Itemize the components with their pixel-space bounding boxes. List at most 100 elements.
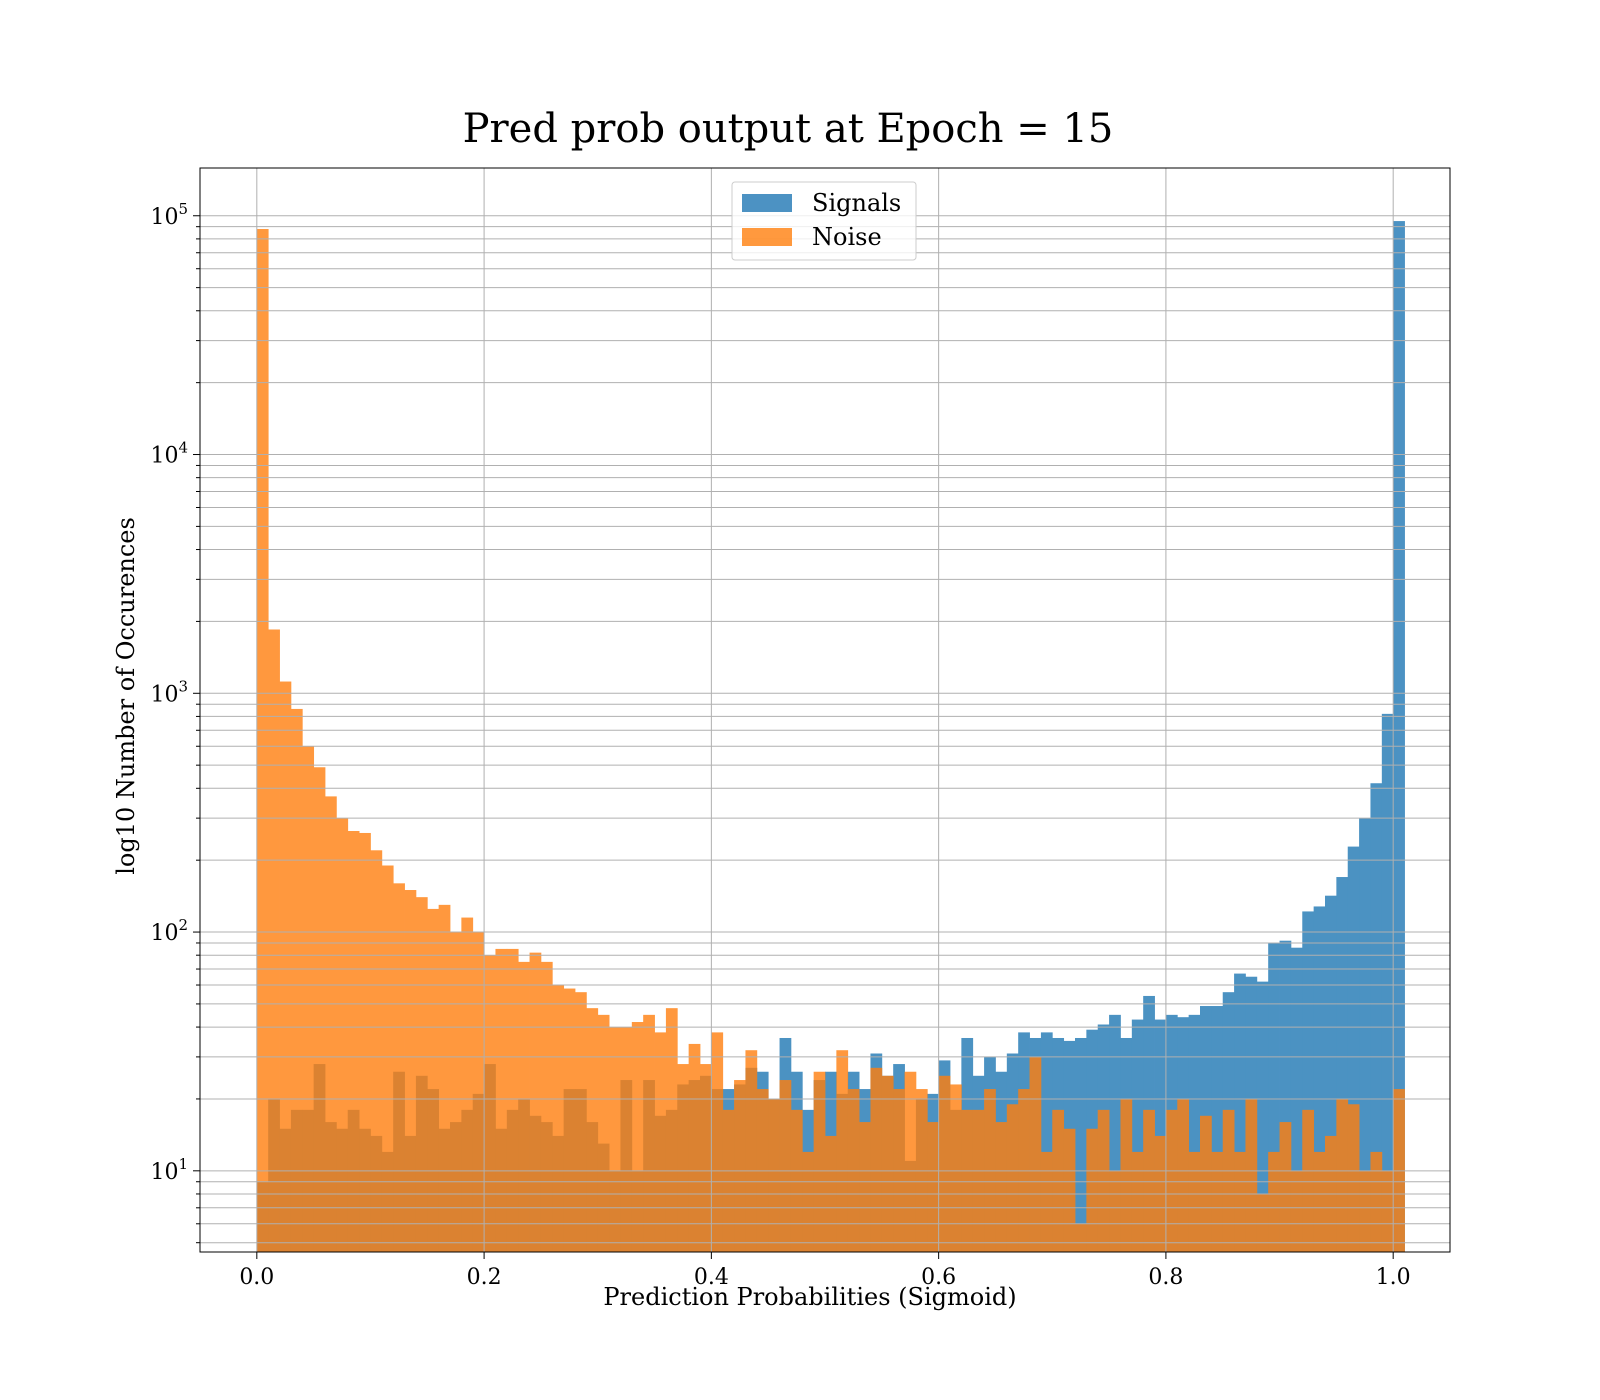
bar-noise-0: [256, 229, 269, 1252]
bar-noise-81: [1177, 1098, 1190, 1252]
bar-noise-83: [1200, 1115, 1212, 1252]
bar-noise-43: [745, 1050, 758, 1252]
bar-noise-58: [915, 1089, 928, 1252]
bar-noise-53: [859, 1122, 871, 1252]
bar-signals-100: [1393, 221, 1405, 1252]
bar-noise-41: [722, 1109, 735, 1252]
bar-noise-48: [802, 1151, 815, 1252]
bar-signals-79: [1154, 1019, 1167, 1252]
bar-noise-10: [370, 850, 383, 1252]
bar-noise-65: [995, 1122, 1008, 1252]
bar-noise-38: [688, 1043, 701, 1252]
bar-noise-49: [813, 1071, 826, 1252]
bar-noise-5: [313, 767, 326, 1252]
bar-noise-60: [938, 1075, 951, 1252]
bar-noise-100: [1393, 1089, 1405, 1252]
bar-signals-89: [1268, 942, 1280, 1252]
bar-noise-4: [302, 746, 315, 1252]
bar-noise-87: [1245, 1098, 1258, 1252]
bar-signals-91: [1290, 947, 1303, 1252]
bar-noise-7: [336, 818, 349, 1252]
bar-noise-61: [950, 1084, 962, 1252]
bar-noise-76: [1120, 1098, 1133, 1252]
bar-noise-45: [768, 1098, 780, 1252]
bar-noise-94: [1325, 1135, 1337, 1252]
bar-signals-90: [1279, 940, 1292, 1252]
bar-signals-95: [1336, 877, 1349, 1252]
bar-signals-86: [1234, 973, 1246, 1252]
bar-noise-90: [1279, 1122, 1292, 1252]
y-tick-label-0: 101: [150, 1155, 188, 1185]
y-tick-label-2: 103: [150, 677, 188, 707]
bar-noise-33: [631, 1022, 644, 1252]
bar-noise-47: [790, 1109, 803, 1252]
bar-noise-32: [620, 1027, 633, 1252]
bar-signals-69: [1040, 1032, 1053, 1252]
bar-noise-68: [1029, 1056, 1042, 1252]
x-tick-label-2: 0.4: [694, 1265, 729, 1290]
bar-noise-85: [1222, 1109, 1235, 1252]
bar-noise-80: [1165, 1109, 1178, 1252]
bar-noise-16: [438, 904, 451, 1252]
bar-noise-25: [540, 961, 553, 1252]
bar-noise-27: [563, 988, 576, 1252]
bar-noise-35: [654, 1032, 667, 1252]
bar-signals-88: [1256, 981, 1269, 1252]
y-tick-label-1: 102: [150, 916, 188, 946]
bar-signals-72: [1075, 1037, 1087, 1252]
bar-noise-95: [1336, 1098, 1349, 1252]
bar-noise-37: [677, 1064, 690, 1252]
plot-frame: [199, 167, 1451, 1253]
bar-noise-31: [609, 1027, 621, 1252]
bar-noise-46: [779, 1080, 792, 1252]
bar-noise-67: [1018, 1089, 1030, 1252]
x-tick-label-3: 0.6: [921, 1265, 956, 1290]
bar-noise-14: [415, 897, 428, 1252]
bar-noise-9: [359, 832, 371, 1252]
bar-noise-15: [427, 908, 440, 1252]
bar-noise-13: [404, 890, 417, 1252]
bar-noise-99: [1381, 1170, 1394, 1252]
y-axis-label: log10 Number of Occurences: [112, 517, 140, 875]
bar-noise-36: [665, 1008, 678, 1252]
bar-noise-22: [506, 948, 519, 1252]
bar-noise-88: [1256, 1193, 1269, 1252]
x-tick-label-1: 0.2: [467, 1265, 502, 1290]
bar-signals-94: [1325, 895, 1337, 1252]
bar-signals-92: [1302, 911, 1315, 1252]
bar-noise-1: [268, 629, 280, 1252]
bar-noise-79: [1154, 1135, 1167, 1252]
bar-noise-51: [836, 1050, 849, 1252]
y-ticks: 101 102 103 104 105: [150, 200, 200, 1244]
bar-noise-93: [1313, 1151, 1326, 1252]
bar-noise-77: [1131, 1151, 1144, 1252]
bar-noise-74: [1097, 1109, 1110, 1252]
bar-noise-70: [1052, 1109, 1065, 1252]
bar-noise-3: [290, 708, 303, 1252]
bar-noise-24: [529, 952, 542, 1252]
x-tick-label-5: 1.0: [1376, 1265, 1411, 1290]
bar-noise-89: [1268, 1151, 1280, 1252]
bar-noise-34: [643, 1014, 655, 1252]
bar-noise-59: [927, 1122, 940, 1252]
bar-noise-52: [847, 1089, 860, 1252]
bar-noise-97: [1359, 1170, 1371, 1252]
x-tick-label-0: 0.0: [239, 1265, 274, 1290]
bar-noise-44: [756, 1089, 769, 1252]
bar-noise-29: [586, 1008, 599, 1252]
bar-noise-26: [552, 985, 565, 1252]
bar-noise-12: [393, 883, 405, 1252]
bar-noise-50: [825, 1135, 837, 1252]
bar-noise-92: [1302, 1109, 1315, 1252]
legend-label-signals: Signals: [812, 189, 901, 217]
bar-noise-55: [881, 1075, 894, 1252]
bar-noise-17: [450, 932, 462, 1252]
bar-noise-75: [1109, 1170, 1121, 1252]
legend-swatch-noise: [742, 228, 792, 246]
y-tick-label-4: 105: [150, 200, 188, 230]
bar-signals-96: [1347, 846, 1360, 1252]
bar-noise-19: [472, 932, 485, 1252]
grid: [200, 168, 1450, 1252]
bar-noise-62: [961, 1109, 974, 1252]
